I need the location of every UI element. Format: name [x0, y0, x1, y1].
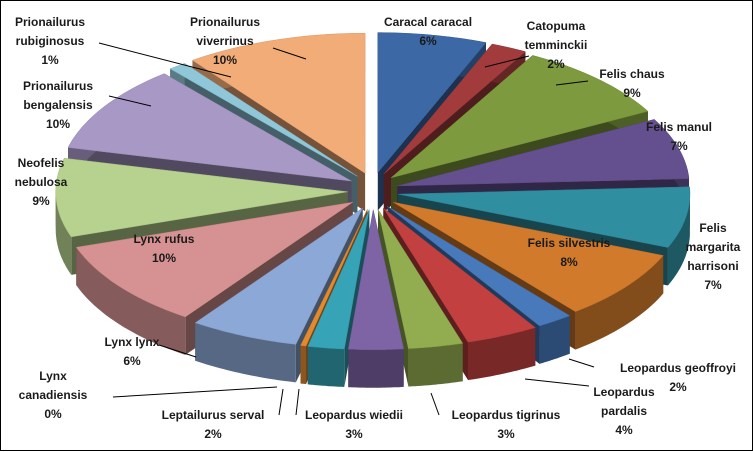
leader-line [279, 389, 283, 415]
leader-line [525, 379, 589, 386]
slice-label-name: Felis silvestris [528, 236, 611, 250]
slice-label-percent: 2% [204, 427, 222, 441]
slice-label-percent: 9% [32, 194, 50, 208]
slice-label-name: Leopardus geoffroyi [620, 361, 736, 375]
leader-line [296, 389, 299, 415]
slice-wall-8-0 [408, 343, 462, 386]
slice-label-percent: 9% [623, 86, 641, 100]
slice-label-percent: 10% [213, 53, 237, 67]
slice-label-name: Lynx rufus [134, 232, 195, 246]
slice-label-percent: 7% [704, 278, 722, 292]
slice-label-name: Caracal caracal [384, 15, 472, 29]
slice-label-name: Felis chaus [599, 67, 665, 81]
slice-label-percent: 3% [497, 427, 515, 441]
slice-label-percent: 8% [560, 255, 578, 269]
slice-label-percent: 1% [41, 53, 59, 67]
leader-line [113, 387, 277, 397]
slice-label-percent: 6% [419, 34, 437, 48]
slice-wall-11-0 [301, 346, 306, 385]
leader-line [569, 359, 594, 367]
slice-label-percent: 2% [669, 380, 687, 394]
slice-label-name: Leptailurus serval [162, 408, 265, 422]
leader-line [431, 393, 439, 415]
slice-label-name: Leopardus tigrinus [452, 408, 561, 422]
slice-label-percent: 4% [615, 423, 633, 437]
slice-label-name: Leopardus wiedii [305, 408, 403, 422]
slice-label-percent: 7% [670, 139, 688, 153]
pie-tops [56, 33, 690, 350]
slice-label-percent: 10% [46, 117, 70, 131]
slice-label-percent: 0% [44, 407, 62, 421]
slice-label-percent: 10% [152, 251, 176, 265]
slice-label-percent: 2% [547, 57, 565, 71]
slice-wall-9-0 [348, 349, 403, 388]
slice-label-name: Lynx lynx [105, 335, 160, 349]
slice-label-percent: 3% [345, 427, 363, 441]
slice-wall-10-0 [308, 346, 345, 387]
slice-label-percent: 6% [123, 354, 141, 368]
slice-label-name: Felis manul [646, 120, 712, 134]
